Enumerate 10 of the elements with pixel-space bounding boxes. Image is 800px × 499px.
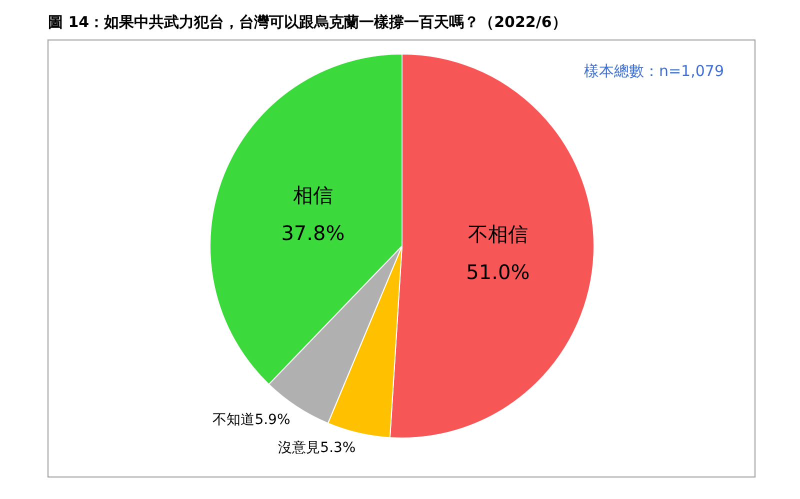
slice-label: 相信 — [292, 183, 333, 208]
slice-label: 不相信 — [468, 222, 528, 246]
slice-label: 不知道 — [212, 412, 255, 428]
data-label: 51.0% — [466, 260, 530, 284]
data-label: 5.3% — [320, 440, 356, 456]
data-label: 5.9% — [254, 412, 290, 428]
slice-label: 沒意見 — [278, 440, 320, 456]
data-label: 37.8% — [281, 221, 345, 246]
chart-title: 圖 14：如果中共武力犯台，台灣可以跟烏克蘭一樣撐一百天嗎？（2022/6） — [48, 13, 567, 31]
text: 樣本總數：n=1,079 — [584, 62, 724, 80]
